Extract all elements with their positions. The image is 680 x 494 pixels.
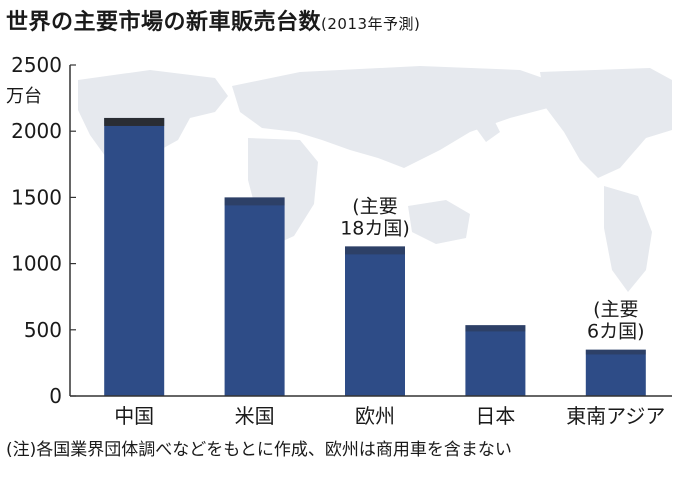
bar-annotation: 18カ国)	[340, 217, 410, 239]
bar-cap	[585, 349, 646, 355]
bars-group	[104, 117, 646, 397]
bar-cap	[345, 246, 405, 255]
footnote: (注)各国業界団体調べなどをもとに作成、欧州は商用車を含まない	[6, 440, 512, 460]
subtitle-text: (2013年予測)	[321, 15, 421, 33]
y-tick-label: 0	[49, 384, 62, 408]
x-tick-label: 中国	[114, 404, 154, 428]
axes-group: 0 500 1000 1500 2000 2500 万台	[6, 53, 672, 408]
y-tick-label: 1000	[11, 252, 62, 276]
bar-cap	[104, 117, 165, 126]
x-tick-label: 米国	[235, 404, 275, 428]
map-land-6	[604, 186, 652, 292]
map-land-5	[540, 68, 672, 178]
x-tick-label: 日本	[475, 404, 515, 428]
bar	[465, 325, 526, 396]
map-land-2	[232, 66, 560, 168]
bar-cap	[224, 197, 285, 206]
chart-title: 世界の主要市場の新車販売台数(2013年予測)	[6, 4, 420, 36]
y-tick-label: 1500	[11, 185, 62, 209]
bar	[345, 246, 405, 396]
y-axis-unit-label: 万台	[6, 86, 42, 107]
bar	[585, 349, 646, 396]
y-tick-label: 2000	[11, 119, 62, 143]
map-land-4	[408, 200, 470, 244]
bar-annotation: (主要	[352, 195, 397, 217]
x-tick-label: 東南アジア	[566, 404, 665, 428]
x-tick-label: 欧州	[355, 404, 395, 428]
y-tick-label: 2500	[11, 53, 62, 77]
bar-annotation: 6カ国)	[587, 321, 645, 343]
bar-cap	[465, 325, 526, 332]
bar	[224, 197, 285, 396]
title-text: 世界の主要市場の新車販売台数	[6, 10, 322, 35]
map-land-7	[470, 112, 500, 142]
bar	[104, 117, 165, 397]
y-tick-label: 500	[24, 318, 62, 342]
bar-annotation: (主要	[593, 299, 638, 321]
